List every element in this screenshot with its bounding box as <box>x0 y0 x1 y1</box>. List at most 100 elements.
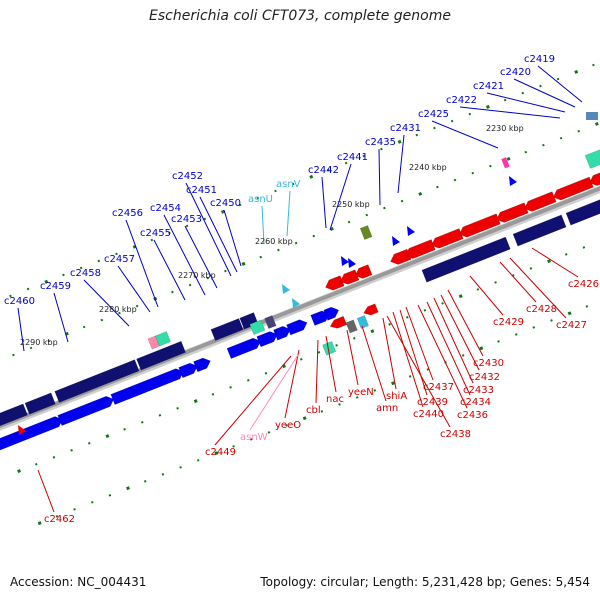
marker-blue-d <box>407 226 415 236</box>
tick-dot-outer-upper <box>26 287 30 291</box>
tick-dot-outer-upper <box>468 112 472 116</box>
leader-upper-13 <box>185 182 232 277</box>
tick-dot-outer-upper <box>44 279 49 284</box>
tick-dot-outer-lower <box>391 381 395 386</box>
tick-dot-inner-lower <box>529 267 533 270</box>
map-title: Escherichia coli CFT073, complete genome <box>149 8 451 24</box>
tick-dot-outer-lower <box>338 403 341 406</box>
marker-blue-a <box>341 256 349 266</box>
tick-dot-inner-upper <box>524 150 528 154</box>
dark-cds-right-0 <box>421 236 511 283</box>
tick-dot-inner-upper <box>471 171 475 175</box>
leader-upper-5 <box>397 134 405 194</box>
tick-dot-inner-lower <box>193 399 198 404</box>
tick-dot-inner-lower <box>476 288 480 291</box>
label-c2434: c2434 <box>460 397 491 408</box>
tick-dot-inner-lower <box>547 259 551 264</box>
label-c2440: c2440 <box>413 409 444 420</box>
label-asnW: asnW <box>240 432 268 443</box>
tick-dot-inner-lower <box>405 316 409 319</box>
leader-lower-10 <box>399 309 428 396</box>
tick-dot-outer-lower <box>373 389 377 392</box>
label-cbl: cbl <box>306 405 321 416</box>
leader-lines-layer <box>17 65 583 513</box>
forward-gene-3 <box>178 362 198 379</box>
reverse-gene-lower-0 <box>329 315 348 329</box>
label-c2421: c2421 <box>473 81 504 92</box>
leader-lower-18 <box>284 349 300 419</box>
tick-dot-outer-upper <box>415 133 419 137</box>
tick-dot-inner-upper <box>489 164 492 168</box>
label-c2436: c2436 <box>457 410 488 421</box>
label-c2442: c2442 <box>308 165 339 176</box>
features-layer <box>0 112 600 451</box>
label-c2433: c2433 <box>463 385 494 396</box>
label-shiA: shiA <box>386 391 407 402</box>
rrna-feature-a <box>249 319 266 335</box>
tick-dot-outer-lower <box>161 473 165 476</box>
tick-dot-outer-lower <box>532 326 536 329</box>
tick-dot-inner-lower <box>388 323 391 326</box>
trna-feature-a <box>356 315 369 329</box>
genome-summary-text: Topology: circular; Length: 5,231,428 bp… <box>260 575 590 589</box>
tick-dot-inner-upper <box>82 325 86 329</box>
label-c2452: c2452 <box>172 171 203 182</box>
tick-dot-outer-lower <box>73 508 76 511</box>
tick-dot-inner-upper <box>559 136 563 140</box>
tick-dot-outer-upper <box>521 91 525 95</box>
tick-dot-inner-upper <box>100 318 104 322</box>
leader-lower-0 <box>531 247 579 278</box>
tick-dot-inner-lower <box>370 329 375 334</box>
leader-upper-18 <box>117 265 151 313</box>
label-c2457: c2457 <box>104 254 135 265</box>
leader-lower-20 <box>214 355 292 446</box>
label-c2420: c2420 <box>500 67 531 78</box>
tick-dot-outer-upper <box>433 126 436 130</box>
tick-dot-outer-lower <box>179 466 182 469</box>
leader-lower-5 <box>440 294 480 371</box>
leader-lower-9 <box>405 306 434 381</box>
tick-dot-inner-upper <box>171 290 174 294</box>
tick-dot-inner-upper <box>312 234 316 238</box>
label-c2419: c2419 <box>524 54 555 65</box>
leader-upper-20 <box>53 292 69 343</box>
tick-dot-outer-upper <box>574 69 579 74</box>
tick-dot-inner-lower <box>140 420 144 424</box>
label-asnV: asnV <box>276 179 301 190</box>
leader-lower-8 <box>417 304 468 409</box>
labels-layer: 2230 kbp 2240 kbp 2250 kbp 2260 kbp 2270 kbp… <box>4 54 599 525</box>
tick-dot-outer-lower <box>550 319 553 322</box>
label-yeeO: yeeO <box>275 420 301 431</box>
rrna-feature-c <box>322 341 337 356</box>
marker-trna-a <box>282 284 290 294</box>
leader-lower-19 <box>249 354 299 431</box>
label-c2455: c2455 <box>140 228 171 239</box>
label-amn: amn <box>376 403 398 414</box>
tick-dot-outer-lower <box>302 416 307 421</box>
tick-dot-inner-lower <box>211 393 215 396</box>
label-asnU: asnU <box>248 194 273 205</box>
tick-dot-inner-upper <box>453 178 457 182</box>
tick-dot-inner-lower <box>246 379 250 382</box>
misc-feature-c <box>345 319 358 334</box>
misc-feature-a <box>264 315 277 329</box>
scale-label-5: 2280 kbp <box>99 305 137 314</box>
leader-lower-7 <box>426 301 471 396</box>
tick-dot-inner-lower <box>494 281 497 284</box>
backbone-line <box>0 186 600 429</box>
label-c2456: c2456 <box>112 208 143 219</box>
scale-label-6: 2290 kbp <box>20 338 58 347</box>
leader-upper-14 <box>184 225 218 289</box>
tick-dot-outer-lower <box>90 501 94 504</box>
tick-dot-outer-lower <box>285 424 288 427</box>
tick-dot-inner-upper <box>542 143 545 147</box>
scale-label-3: 2260 kbp <box>255 237 293 246</box>
leader-lower-12 <box>386 315 451 428</box>
tick-dot-outer-upper <box>97 259 101 263</box>
tick-dot-inner-lower <box>564 253 568 256</box>
label-c2450: c2450 <box>210 198 241 209</box>
leader-upper-1 <box>513 78 576 108</box>
tick-dot-outer-upper <box>556 77 560 81</box>
tick-dot-inner-lower <box>299 358 303 361</box>
